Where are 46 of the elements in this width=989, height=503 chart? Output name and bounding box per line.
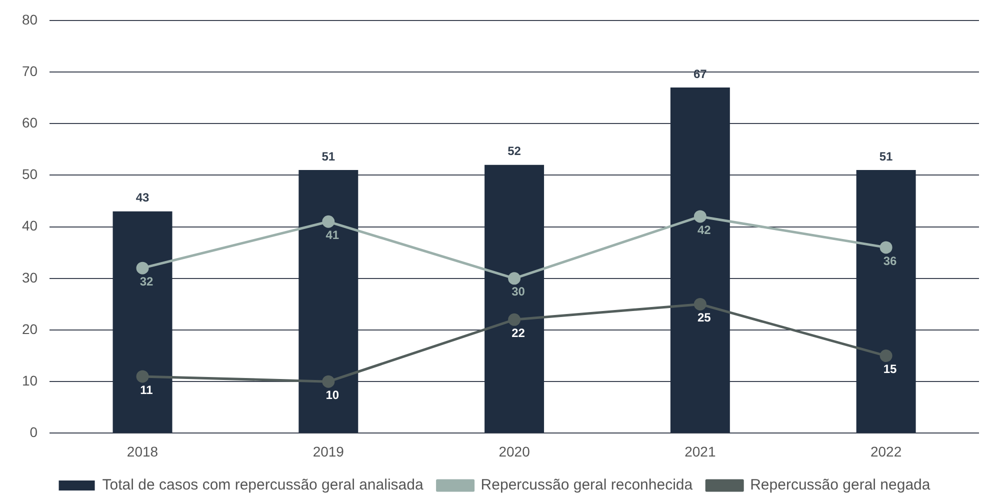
data-label: 11 (140, 382, 154, 397)
point (136, 262, 149, 274)
bar (670, 87, 730, 433)
point (880, 350, 892, 362)
data-label: 36 (883, 254, 898, 268)
data-label: 30 (512, 284, 526, 299)
y-tick-label: 10 (22, 372, 38, 388)
y-tick-label: 80 (22, 11, 38, 28)
data-label: 51 (322, 149, 336, 164)
point (694, 210, 706, 223)
data-label: 43 (136, 190, 150, 205)
point (322, 215, 335, 228)
point (508, 313, 521, 326)
data-label: 41 (326, 228, 340, 242)
bar (298, 170, 358, 433)
y-tick-label: 70 (22, 62, 38, 79)
y-tick-label: 0 (30, 424, 38, 440)
x-tick-label: 2019 (312, 443, 344, 460)
y-tick-label: 40 (22, 218, 38, 234)
data-label: 22 (512, 326, 526, 340)
y-tick-label: 60 (22, 114, 38, 130)
data-label: 25 (697, 310, 712, 325)
y-tick-label: 30 (22, 269, 38, 286)
y-tick-label: 50 (22, 166, 38, 182)
bar (856, 170, 916, 433)
x-tick-label: 2021 (684, 443, 716, 460)
data-label: 42 (697, 222, 712, 237)
legend-label: Repercussão geral reconhecida (480, 476, 694, 494)
data-label: 52 (508, 144, 522, 158)
data-label: 15 (883, 362, 898, 376)
y-tick-label: 20 (22, 320, 38, 337)
data-label: 10 (326, 388, 340, 402)
data-label: 51 (879, 149, 894, 164)
bar (484, 164, 544, 433)
point (322, 375, 335, 388)
point (880, 241, 892, 254)
x-tick-label: 2018 (126, 443, 158, 460)
x-tick-label: 2020 (498, 443, 530, 460)
x-tick-label: 2022 (870, 443, 902, 460)
point (508, 272, 521, 285)
bar (112, 211, 172, 433)
data-label: 32 (140, 274, 154, 288)
point (136, 370, 149, 383)
legend-label: Repercussão geral negada (750, 476, 931, 494)
point (694, 298, 706, 310)
legend-label: Total de casos com repercussão geral analisada (102, 476, 424, 494)
